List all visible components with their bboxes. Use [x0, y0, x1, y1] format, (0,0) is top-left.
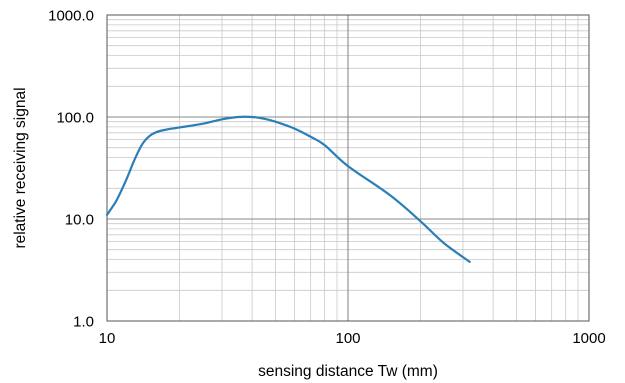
y-tick-label: 1.0 — [73, 314, 94, 331]
series-line-0 — [105, 115, 471, 263]
major-gridlines — [107, 15, 589, 321]
plot-area-frame — [106, 14, 590, 322]
y-tick-label: 100.0 — [56, 110, 94, 127]
y-tick-labels: 1.0 10.0 100.0 1000.0 — [48, 8, 94, 331]
y-tick-label: 1000.0 — [48, 8, 94, 25]
x-tick-label: 10 — [99, 330, 116, 347]
y-tick-label: 10.0 — [65, 212, 94, 229]
x-tick-label: 1000 — [572, 330, 605, 347]
x-tick-labels: 10 100 1000 — [99, 330, 606, 347]
x-axis-label: sensing distance Tw (mm) — [258, 363, 438, 380]
series-layer — [105, 115, 471, 263]
y-axis-label: relative receiving signal — [12, 87, 29, 248]
x-tick-label: 100 — [335, 330, 360, 347]
